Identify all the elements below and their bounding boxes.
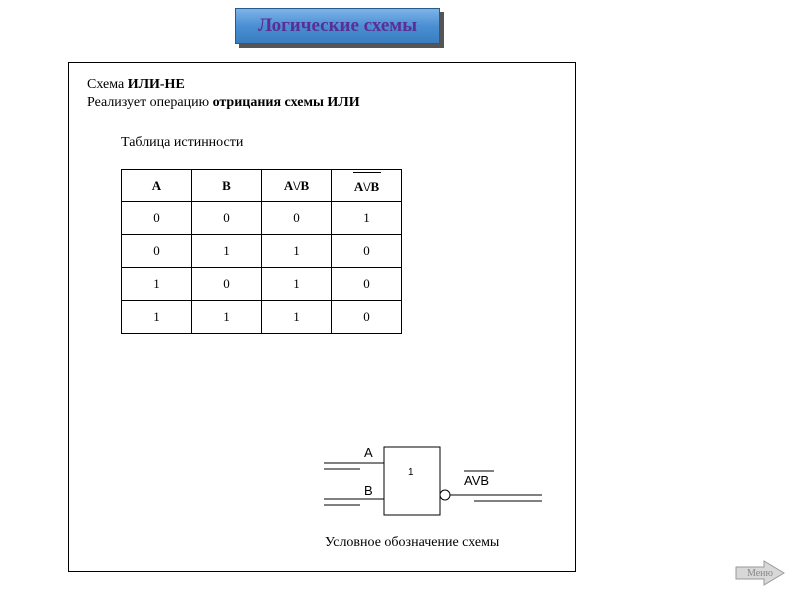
content-box: Схема ИЛИ-НЕ Реализует операцию отрицани… — [68, 62, 576, 572]
gate-svg: A B 1 AVB — [324, 435, 544, 545]
table-row: 0001 — [122, 202, 402, 235]
table-cell: 0 — [122, 235, 192, 268]
diagram-caption: Условное обозначение схемы — [325, 535, 499, 551]
menu-label: Меню — [747, 568, 773, 579]
table-header: A\/B — [332, 170, 402, 202]
gate-diagram: A B 1 AVB — [324, 435, 544, 545]
table-cell: 0 — [332, 268, 402, 301]
table-cell: 1 — [332, 202, 402, 235]
diagram-output-label: AVB — [464, 473, 489, 488]
table-row: 1010 — [122, 268, 402, 301]
diagram-input-b: B — [364, 483, 373, 498]
table-cell: 1 — [262, 235, 332, 268]
diagram-gate-label: 1 — [408, 467, 414, 478]
line1-pre: Схема — [87, 77, 128, 92]
table-header: B — [192, 170, 262, 202]
table-cell: 1 — [192, 235, 262, 268]
line2-pre: Реализует операцию — [87, 95, 213, 110]
table-header: A — [122, 170, 192, 202]
table-cell: 0 — [192, 202, 262, 235]
table-cell: 1 — [262, 268, 332, 301]
table-caption: Таблица истинности — [121, 135, 557, 151]
table-body: 0001011010101110 — [122, 202, 402, 334]
diagram-input-a: A — [364, 445, 373, 460]
title-banner: Логические схемы — [235, 8, 440, 44]
table-cell: 0 — [122, 202, 192, 235]
table-cell: 0 — [332, 301, 402, 334]
table-row: 0110 — [122, 235, 402, 268]
table-cell: 1 — [122, 268, 192, 301]
banner-title: Логические схемы — [258, 15, 417, 36]
table-cell: 1 — [192, 301, 262, 334]
table-row: 1110 — [122, 301, 402, 334]
table-header-row: ABA\/BA\/B — [122, 170, 402, 202]
line1-bold: ИЛИ-НЕ — [128, 77, 185, 92]
truth-table: ABA\/BA\/B 0001011010101110 — [121, 169, 402, 334]
subtitle-line2: Реализует операцию отрицания схемы ИЛИ — [87, 95, 557, 111]
subtitle-line1: Схема ИЛИ-НЕ — [87, 77, 557, 93]
table-cell: 1 — [262, 301, 332, 334]
table-cell: 1 — [122, 301, 192, 334]
table-cell: 0 — [262, 202, 332, 235]
table-cell: 0 — [192, 268, 262, 301]
table-cell: 0 — [332, 235, 402, 268]
menu-button[interactable]: Меню — [732, 558, 788, 588]
line2-bold: отрицания схемы ИЛИ — [213, 95, 360, 110]
table-header: A\/B — [262, 170, 332, 202]
overline — [353, 172, 381, 173]
